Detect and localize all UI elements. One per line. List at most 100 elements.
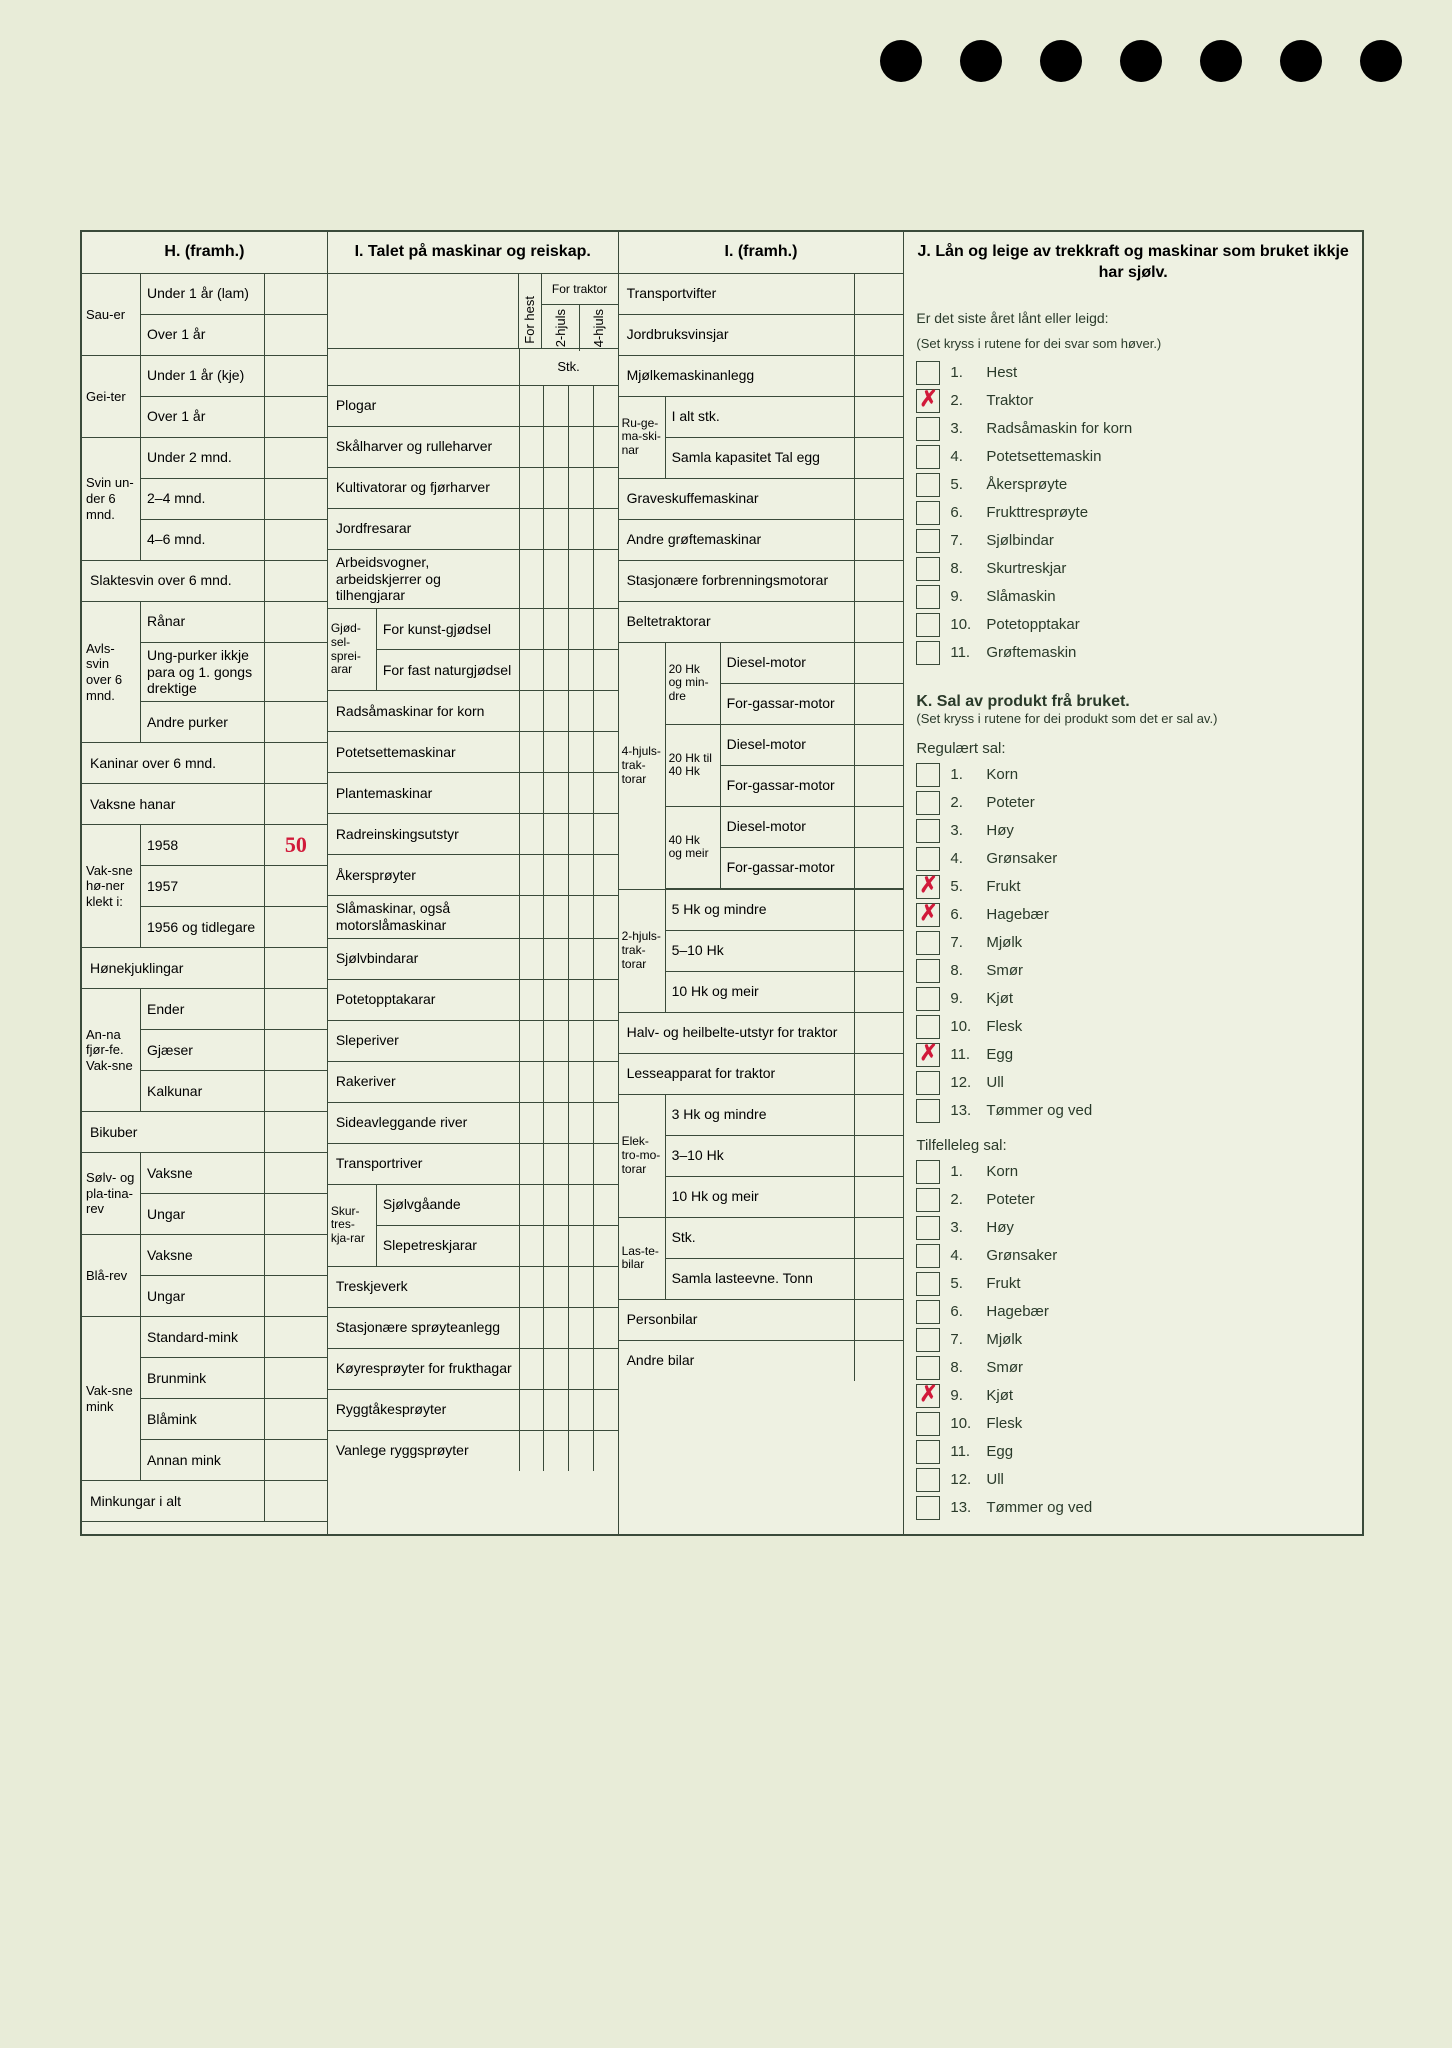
i1-value-cell[interactable] xyxy=(569,1226,594,1266)
i1-value-cell[interactable] xyxy=(569,1185,594,1225)
i1-value-cell[interactable] xyxy=(569,773,594,813)
i1-value-cell[interactable] xyxy=(569,1144,594,1184)
i2-value-cell[interactable] xyxy=(855,931,903,971)
i1-value-cell[interactable] xyxy=(544,939,569,979)
i1-value-cell[interactable] xyxy=(594,1267,618,1307)
i1-value-cell[interactable] xyxy=(520,773,545,813)
i1-value-cell[interactable] xyxy=(544,1144,569,1184)
h-row-value[interactable] xyxy=(265,438,327,478)
i1-value-cell[interactable] xyxy=(594,1349,618,1389)
i1-value-cell[interactable] xyxy=(594,814,618,854)
i1-value-cell[interactable] xyxy=(544,1062,569,1102)
checkbox[interactable] xyxy=(916,1356,940,1380)
i1-value-cell[interactable] xyxy=(520,550,545,608)
i1-value-cell[interactable] xyxy=(520,1226,545,1266)
i1-value-cell[interactable] xyxy=(520,1062,545,1102)
checkbox[interactable] xyxy=(916,987,940,1011)
i1-value-cell[interactable] xyxy=(544,1226,569,1266)
i2-value-cell[interactable] xyxy=(855,520,903,560)
checkbox[interactable] xyxy=(916,1015,940,1039)
i1-value-cell[interactable] xyxy=(594,468,618,508)
i2-value-cell[interactable] xyxy=(855,1177,903,1217)
i2-value-cell[interactable] xyxy=(855,725,903,765)
i1-value-cell[interactable] xyxy=(594,1226,618,1266)
checkbox[interactable] xyxy=(916,819,940,843)
i1-value-cell[interactable] xyxy=(520,1103,545,1143)
i2-value-cell[interactable] xyxy=(855,1218,903,1258)
i1-value-cell[interactable] xyxy=(594,427,618,467)
checkbox[interactable] xyxy=(916,417,940,441)
i1-value-cell[interactable] xyxy=(569,1390,594,1430)
i1-value-cell[interactable] xyxy=(544,1390,569,1430)
i1-value-cell[interactable] xyxy=(594,1390,618,1430)
i2-value-cell[interactable] xyxy=(855,315,903,355)
h-row-value[interactable] xyxy=(265,1194,327,1234)
h-row-value[interactable] xyxy=(265,315,327,355)
i1-value-cell[interactable] xyxy=(594,980,618,1020)
checkbox[interactable] xyxy=(916,1468,940,1492)
h-row-value[interactable] xyxy=(265,743,327,783)
i1-value-cell[interactable] xyxy=(594,773,618,813)
i1-value-cell[interactable] xyxy=(569,1431,594,1471)
checkbox[interactable] xyxy=(916,445,940,469)
i2-value-cell[interactable] xyxy=(855,561,903,601)
h-row-value[interactable] xyxy=(265,1235,327,1275)
checkbox[interactable] xyxy=(916,557,940,581)
i1-value-cell[interactable] xyxy=(544,773,569,813)
checkbox[interactable] xyxy=(916,1384,940,1408)
h-row-value[interactable] xyxy=(265,1030,327,1070)
i1-value-cell[interactable] xyxy=(544,609,569,649)
i1-value-cell[interactable] xyxy=(544,1103,569,1143)
i1-value-cell[interactable] xyxy=(569,896,594,938)
i1-value-cell[interactable] xyxy=(520,427,545,467)
i1-value-cell[interactable] xyxy=(520,1431,545,1471)
h-row-value[interactable] xyxy=(265,561,327,601)
checkbox[interactable] xyxy=(916,1043,940,1067)
i2-value-cell[interactable] xyxy=(855,643,903,683)
i1-value-cell[interactable] xyxy=(569,1062,594,1102)
i1-value-cell[interactable] xyxy=(520,1185,545,1225)
i1-value-cell[interactable] xyxy=(594,1185,618,1225)
i2-value-cell[interactable] xyxy=(855,684,903,724)
i1-value-cell[interactable] xyxy=(594,509,618,549)
h-row-value[interactable] xyxy=(265,1276,327,1316)
checkbox[interactable] xyxy=(916,1496,940,1520)
i1-value-cell[interactable] xyxy=(594,855,618,895)
h-row-value[interactable] xyxy=(265,520,327,560)
i1-value-cell[interactable] xyxy=(520,691,545,731)
i1-value-cell[interactable] xyxy=(594,939,618,979)
h-row-value[interactable] xyxy=(265,397,327,437)
i1-value-cell[interactable] xyxy=(520,1144,545,1184)
i1-value-cell[interactable] xyxy=(569,509,594,549)
checkbox[interactable] xyxy=(916,763,940,787)
i1-value-cell[interactable] xyxy=(520,468,545,508)
i2-value-cell[interactable] xyxy=(855,1300,903,1340)
i1-value-cell[interactable] xyxy=(544,650,569,690)
checkbox[interactable] xyxy=(916,361,940,385)
i1-value-cell[interactable] xyxy=(544,550,569,608)
i1-value-cell[interactable] xyxy=(594,691,618,731)
h-row-value[interactable] xyxy=(265,989,327,1029)
h-row-value[interactable] xyxy=(265,1153,327,1193)
h-row-value[interactable] xyxy=(265,356,327,396)
checkbox[interactable] xyxy=(916,473,940,497)
checkbox[interactable] xyxy=(916,903,940,927)
i2-value-cell[interactable] xyxy=(855,1095,903,1135)
i1-value-cell[interactable] xyxy=(520,732,545,772)
checkbox[interactable] xyxy=(916,1412,940,1436)
checkbox[interactable] xyxy=(916,1099,940,1123)
i1-value-cell[interactable] xyxy=(594,1431,618,1471)
i1-value-cell[interactable] xyxy=(569,1103,594,1143)
checkbox[interactable] xyxy=(916,875,940,899)
checkbox[interactable] xyxy=(916,1272,940,1296)
i1-value-cell[interactable] xyxy=(520,1021,545,1061)
i1-value-cell[interactable] xyxy=(569,1021,594,1061)
checkbox[interactable] xyxy=(916,1300,940,1324)
i2-value-cell[interactable] xyxy=(855,848,903,888)
checkbox[interactable] xyxy=(916,641,940,665)
checkbox[interactable] xyxy=(916,931,940,955)
i1-value-cell[interactable] xyxy=(594,1062,618,1102)
checkbox[interactable] xyxy=(916,389,940,413)
i1-value-cell[interactable] xyxy=(520,609,545,649)
h-row-value[interactable] xyxy=(265,1399,327,1439)
